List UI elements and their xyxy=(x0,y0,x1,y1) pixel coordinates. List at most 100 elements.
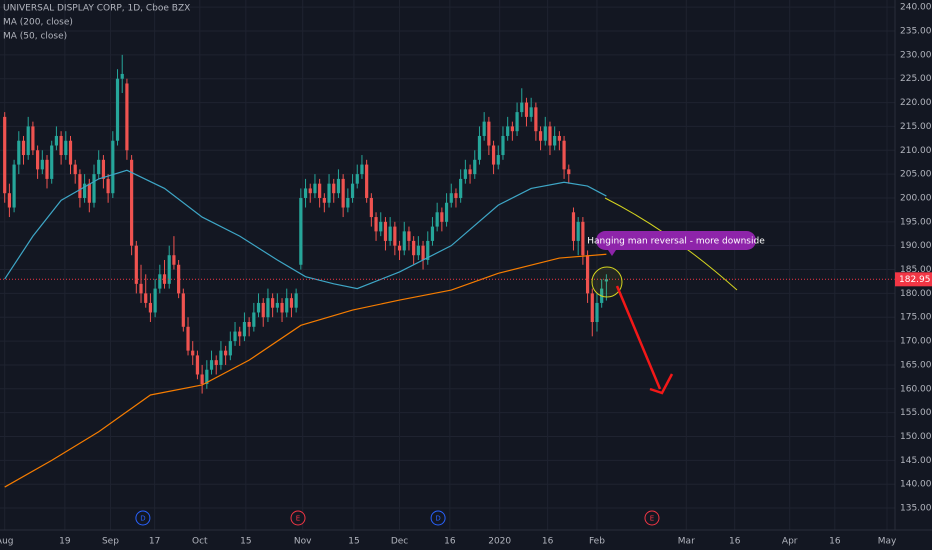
candle-body xyxy=(139,283,143,294)
y-tick-label: 155.00 xyxy=(900,408,932,418)
candle-body xyxy=(477,135,482,160)
candle-body xyxy=(186,326,190,351)
legend-entry: MA (50, close) xyxy=(3,32,67,42)
candle-body xyxy=(280,302,284,313)
x-tick-label: Mar xyxy=(678,537,695,547)
y-tick-label: 215.00 xyxy=(900,122,932,132)
y-tick-label: 135.00 xyxy=(900,504,932,514)
candle-body xyxy=(200,374,204,385)
x-tick-label: 16 xyxy=(542,537,554,547)
candle-body xyxy=(576,221,580,241)
candle-body xyxy=(17,140,21,165)
candle-body xyxy=(266,298,270,318)
candle-body xyxy=(181,293,185,327)
candle-body xyxy=(369,197,373,218)
y-tick-label: 225.00 xyxy=(900,74,932,84)
y-tick-label: 145.00 xyxy=(900,456,932,466)
candle-body xyxy=(463,169,467,179)
event-marker xyxy=(644,510,660,526)
candle-body xyxy=(553,135,557,146)
candle-body xyxy=(590,293,594,323)
x-tick-label: Dec xyxy=(391,537,408,547)
candle-body xyxy=(383,221,388,241)
candle-body xyxy=(40,159,44,170)
candle-body xyxy=(134,245,138,284)
candle-body xyxy=(252,312,256,327)
y-tick-label: 150.00 xyxy=(900,432,932,442)
candle-body xyxy=(177,264,181,294)
event-marker xyxy=(135,510,151,526)
candle-body xyxy=(336,178,341,194)
arrow-shaft xyxy=(615,285,662,390)
candle-body xyxy=(412,240,416,256)
x-tick-label: 17 xyxy=(149,537,160,547)
candle-body xyxy=(595,302,599,323)
candle-body xyxy=(3,116,7,194)
candle-body xyxy=(581,221,585,256)
candle-body xyxy=(158,274,162,289)
candle-body xyxy=(520,102,524,113)
candle-body xyxy=(238,331,242,337)
candle-body xyxy=(31,126,35,151)
x-tick-label: Nov xyxy=(294,537,312,547)
candle-body xyxy=(195,355,200,375)
arrow-head xyxy=(649,373,674,395)
y-tick-label: 140.00 xyxy=(900,480,932,490)
candle-body xyxy=(426,240,430,260)
y-tick-label: 175.00 xyxy=(900,313,932,323)
candle-body xyxy=(538,131,543,141)
candle-body xyxy=(402,231,406,251)
annotation-text: Hanging man reversal - more downside xyxy=(587,237,765,247)
candle-body xyxy=(416,245,420,256)
y-tick-label: 195.00 xyxy=(900,217,932,227)
candle-body xyxy=(294,293,298,308)
y-tick-label: 205.00 xyxy=(900,170,932,180)
candle-body xyxy=(144,293,148,303)
candle-body xyxy=(529,107,533,117)
candle-body xyxy=(12,164,16,208)
annotation-pointer xyxy=(608,250,616,256)
candle-body xyxy=(379,221,383,232)
candle-body xyxy=(36,150,40,170)
candle-body xyxy=(115,78,120,141)
candle-body xyxy=(205,369,209,385)
x-tick-label: 2020 xyxy=(488,537,511,547)
candle-body xyxy=(388,226,392,241)
candle-body xyxy=(299,197,303,265)
candle-body xyxy=(21,140,26,156)
x-tick-label: 16 xyxy=(444,537,456,547)
candle-body xyxy=(308,188,312,194)
candle-body xyxy=(73,164,77,175)
candle-body xyxy=(482,121,486,136)
candle-body xyxy=(421,245,425,260)
x-tick-label: 16 xyxy=(729,537,741,547)
event-marker xyxy=(430,510,446,526)
candle-body xyxy=(473,159,477,175)
candle-body xyxy=(534,107,538,132)
candle-body xyxy=(101,159,106,179)
candle-body xyxy=(87,183,91,203)
candle-body xyxy=(604,279,608,282)
y-tick-label: 165.00 xyxy=(900,360,932,370)
time-axis xyxy=(0,530,932,550)
candle-body xyxy=(515,112,519,132)
x-tick-label: 16 xyxy=(829,537,841,547)
y-tick-label: 190.00 xyxy=(900,241,932,251)
highlight-circle xyxy=(591,266,623,298)
y-tick-label: 220.00 xyxy=(900,98,932,108)
legend-entry: MA (200, close) xyxy=(3,18,73,28)
y-tick-label: 200.00 xyxy=(900,193,932,203)
candle-body xyxy=(365,164,369,198)
event-label: E xyxy=(296,515,300,523)
candle-body xyxy=(64,140,68,156)
candle-body xyxy=(332,183,336,194)
candle-body xyxy=(407,231,411,241)
y-tick-label: 180.00 xyxy=(900,289,932,299)
candle-body xyxy=(346,197,350,208)
candle-body xyxy=(54,135,59,146)
y-tick-label: 230.00 xyxy=(900,50,932,60)
event-label: D xyxy=(140,515,145,523)
candle-body xyxy=(430,226,435,241)
candle-body xyxy=(191,350,195,356)
